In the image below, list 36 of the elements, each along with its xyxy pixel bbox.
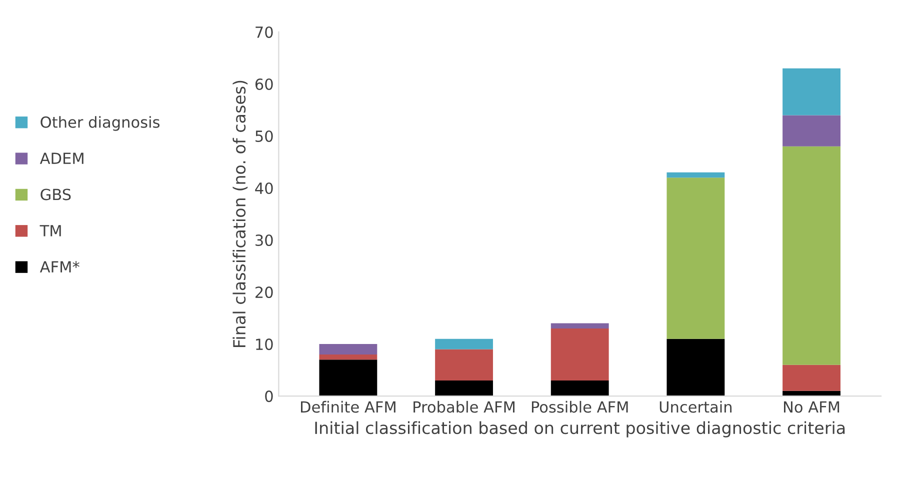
bar <box>666 338 725 396</box>
legend-label: ADEM <box>40 152 84 164</box>
x-tick-label: Definite AFM <box>301 400 396 413</box>
bar <box>550 323 609 328</box>
bar <box>435 349 493 380</box>
x-tick-label: Probable AFM <box>414 400 514 413</box>
bar <box>435 380 493 396</box>
y-tick-label: 0 <box>265 390 273 402</box>
bar <box>782 364 840 391</box>
bar <box>782 115 840 146</box>
legend-label: TM <box>40 225 61 236</box>
y-tick-label: 20 <box>256 286 273 298</box>
x-tick-label: Uncertain <box>660 400 732 413</box>
bar <box>550 380 609 396</box>
bar <box>319 354 378 360</box>
bar <box>550 328 609 380</box>
y-tick-label: 50 <box>256 130 273 142</box>
legend-label: AFM* <box>40 261 80 272</box>
bar <box>319 344 378 354</box>
y-tick-label: 70 <box>256 26 273 38</box>
bar <box>319 360 378 396</box>
x-tick-label: Possible AFM <box>532 400 628 413</box>
legend-label: Other diagnosis <box>40 116 160 131</box>
bar <box>435 338 493 350</box>
bar <box>782 68 840 116</box>
x-tick-label: No AFM <box>784 401 840 413</box>
y-tick-label: 30 <box>256 234 273 246</box>
legend-label: GBS <box>40 188 71 200</box>
bar <box>666 178 725 339</box>
y-tick-label: 10 <box>256 338 273 350</box>
y-tick-label: 60 <box>255 78 273 90</box>
bar <box>666 172 725 178</box>
x-axis-title: Initial classification based on current positive diagnostic criteria <box>315 421 845 438</box>
y-tick-label: 40 <box>255 182 273 194</box>
y-axis-title: Final classification (no. of cases) <box>232 80 248 348</box>
bar <box>782 146 840 365</box>
